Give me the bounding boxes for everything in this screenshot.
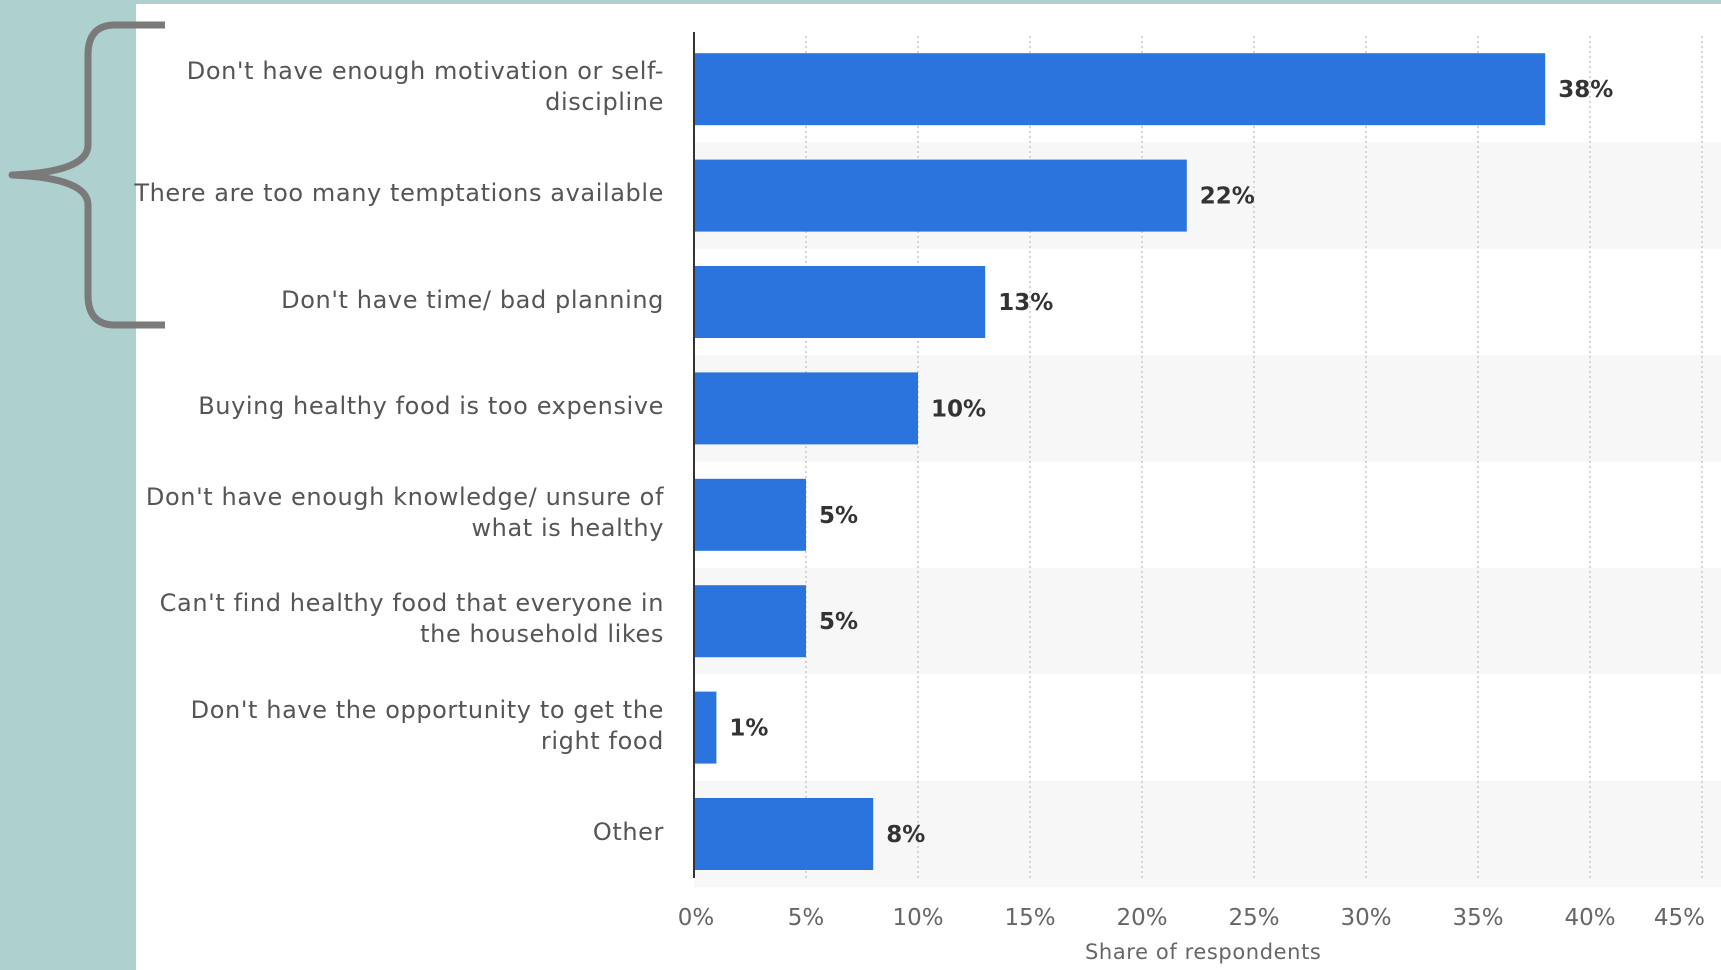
x-tick-label: 25%	[1228, 905, 1279, 931]
bar	[694, 159, 1187, 232]
bar-value-label: 22%	[1200, 184, 1255, 210]
x-tick-label: 20%	[1116, 905, 1167, 931]
category-label: Other	[592, 817, 664, 846]
x-tick-label: 45%	[1654, 905, 1705, 931]
bar-value-label: 8%	[886, 822, 925, 848]
bar-value-label: 13%	[998, 290, 1053, 316]
category-label: Don't have time/ bad planning	[281, 285, 664, 314]
bar	[694, 478, 806, 551]
bar	[694, 691, 717, 764]
bar-value-label: 10%	[931, 396, 986, 422]
x-tick-label: 30%	[1340, 905, 1391, 931]
bar	[694, 585, 806, 658]
bar-value-label: 1%	[729, 716, 768, 742]
x-tick-label: 10%	[892, 905, 943, 931]
bar	[694, 798, 874, 870]
row-band	[694, 568, 1721, 675]
category-label: There are too many temptations available	[134, 179, 664, 208]
x-tick-label: 5%	[788, 905, 825, 931]
category-label: Don't have enough knowledge/ unsure of w…	[145, 482, 664, 542]
x-tick-label: 40%	[1564, 905, 1615, 931]
x-tick-label: 0%	[678, 905, 715, 931]
bar-value-label: 5%	[819, 609, 858, 635]
category-label: Buying healthy food is too expensive	[198, 391, 664, 420]
x-tick-label: 15%	[1004, 905, 1055, 931]
x-axis-title: Share of respondents	[1085, 940, 1322, 964]
category-label: Can't find healthy food that everyone in…	[159, 589, 664, 649]
bar	[694, 53, 1546, 126]
bar	[694, 266, 986, 338]
x-tick-label: 35%	[1452, 905, 1503, 931]
category-label: Don't have enough motivation or self-dis…	[186, 57, 664, 117]
curly-brace-annotation	[8, 21, 165, 329]
bar	[694, 372, 918, 445]
bar-value-label: 5%	[819, 503, 858, 529]
category-label: Don't have the opportunity to get the ri…	[190, 695, 664, 755]
bar-value-label: 38%	[1558, 77, 1613, 103]
